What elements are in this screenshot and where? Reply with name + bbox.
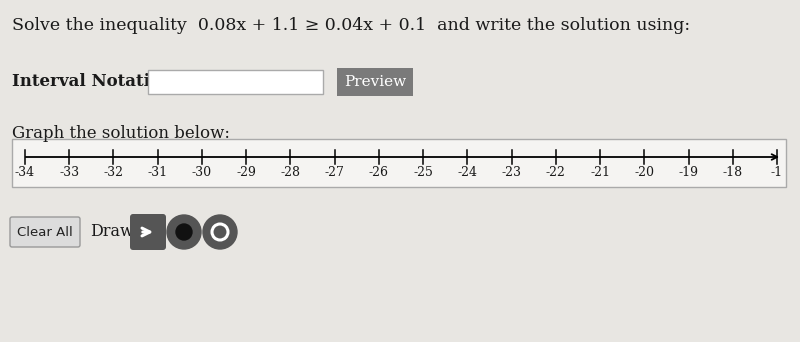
Text: -23: -23: [502, 166, 522, 179]
Text: Interval Notation:: Interval Notation:: [12, 74, 179, 91]
Text: -19: -19: [678, 166, 698, 179]
FancyBboxPatch shape: [337, 68, 413, 96]
Text: Draw:: Draw:: [90, 224, 139, 240]
Text: -34: -34: [15, 166, 35, 179]
Text: -29: -29: [236, 166, 256, 179]
Text: Preview: Preview: [344, 75, 406, 89]
Text: -33: -33: [59, 166, 79, 179]
Text: -1: -1: [771, 166, 783, 179]
FancyBboxPatch shape: [148, 70, 323, 94]
Circle shape: [203, 215, 237, 249]
FancyBboxPatch shape: [12, 139, 786, 187]
Text: -21: -21: [590, 166, 610, 179]
Text: -25: -25: [413, 166, 433, 179]
Circle shape: [167, 215, 201, 249]
Text: Graph the solution below:: Graph the solution below:: [12, 126, 230, 143]
FancyBboxPatch shape: [130, 214, 166, 250]
Text: -26: -26: [369, 166, 389, 179]
Text: -28: -28: [281, 166, 301, 179]
Text: -20: -20: [634, 166, 654, 179]
Text: -31: -31: [148, 166, 168, 179]
Circle shape: [176, 224, 192, 240]
Text: -27: -27: [325, 166, 345, 179]
Text: -18: -18: [722, 166, 743, 179]
Text: -24: -24: [458, 166, 478, 179]
Text: -30: -30: [192, 166, 212, 179]
Text: Solve the inequality  0.08x + 1.1 ≥ 0.04x + 0.1  and write the solution using:: Solve the inequality 0.08x + 1.1 ≥ 0.04x…: [12, 17, 690, 34]
Text: Clear All: Clear All: [17, 225, 73, 238]
FancyBboxPatch shape: [10, 217, 80, 247]
Text: -32: -32: [103, 166, 123, 179]
Text: -22: -22: [546, 166, 566, 179]
